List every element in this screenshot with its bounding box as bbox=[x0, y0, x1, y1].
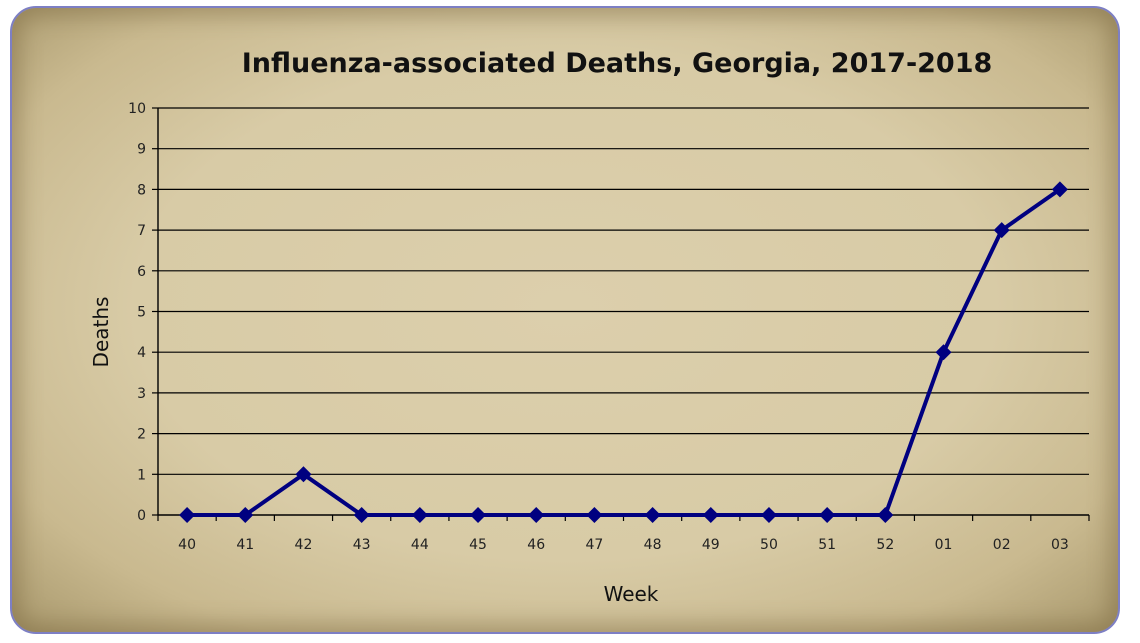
data-point-week-40 bbox=[179, 507, 196, 523]
y-tick-label-6: 6 bbox=[137, 264, 146, 280]
data-point-week-01 bbox=[935, 344, 952, 361]
data-point-week-42 bbox=[295, 466, 312, 483]
y-tick-label-9: 9 bbox=[137, 142, 146, 158]
x-tick-label-44: 44 bbox=[411, 537, 429, 553]
data-point-week-51 bbox=[819, 507, 836, 523]
y-tick-label-3: 3 bbox=[137, 386, 146, 402]
x-tick-label-48: 48 bbox=[644, 537, 662, 553]
x-tick-label-43: 43 bbox=[353, 537, 371, 553]
data-point-week-46 bbox=[528, 507, 545, 523]
x-tick-label-42: 42 bbox=[295, 537, 313, 553]
series-line bbox=[187, 187, 1062, 517]
data-point-week-02 bbox=[993, 222, 1010, 239]
y-tick-label-0: 0 bbox=[137, 508, 146, 524]
data-point-week-47 bbox=[586, 507, 603, 523]
x-tick-label-41: 41 bbox=[236, 537, 254, 553]
y-tick-labels: 0 1 2 3 4 5 6 7 8 9 10 bbox=[128, 101, 146, 524]
x-tick-label-02: 02 bbox=[993, 537, 1011, 553]
y-tick-label-5: 5 bbox=[137, 305, 146, 321]
x-axis-label: Week bbox=[604, 582, 659, 606]
x-tick-label-47: 47 bbox=[585, 537, 603, 553]
y-tick-label-1: 1 bbox=[137, 467, 146, 483]
x-tick-label-51: 51 bbox=[818, 537, 836, 553]
data-point-week-49 bbox=[702, 507, 719, 523]
data-point-week-43 bbox=[353, 507, 370, 523]
data-point-week-03 bbox=[1051, 181, 1068, 198]
x-tick-label-50: 50 bbox=[760, 537, 778, 553]
x-tick-label-03: 03 bbox=[1051, 537, 1069, 553]
series-layer bbox=[179, 181, 1068, 523]
axes bbox=[152, 107, 1090, 521]
chart-frame bbox=[10, 6, 1120, 634]
x-tick-label-40: 40 bbox=[178, 537, 196, 553]
data-point-week-50 bbox=[760, 507, 777, 523]
x-tick-label-49: 49 bbox=[702, 537, 720, 553]
y-tick-label-4: 4 bbox=[137, 345, 146, 361]
y-axis-label: Deaths bbox=[89, 297, 113, 368]
gridlines bbox=[158, 107, 1089, 475]
data-point-week-44 bbox=[411, 507, 428, 523]
x-tick-label-52: 52 bbox=[876, 537, 894, 553]
data-point-week-52 bbox=[877, 507, 894, 523]
chart-title: Influenza-associated Deaths, Georgia, 20… bbox=[242, 48, 993, 79]
data-point-week-41 bbox=[237, 507, 254, 523]
y-tick-label-8: 8 bbox=[137, 182, 146, 198]
y-tick-label-10: 10 bbox=[128, 101, 146, 117]
y-tick-label-2: 2 bbox=[137, 427, 146, 443]
x-tick-labels: 40 41 42 43 44 45 46 47 48 49 50 51 52 01 02 03 bbox=[178, 537, 1069, 553]
x-tick-label-01: 01 bbox=[935, 537, 953, 553]
x-tick-label-45: 45 bbox=[469, 537, 487, 553]
data-point-week-48 bbox=[644, 507, 661, 523]
x-tick-label-46: 46 bbox=[527, 537, 545, 553]
data-point-week-45 bbox=[470, 507, 487, 523]
y-tick-label-7: 7 bbox=[137, 223, 146, 239]
